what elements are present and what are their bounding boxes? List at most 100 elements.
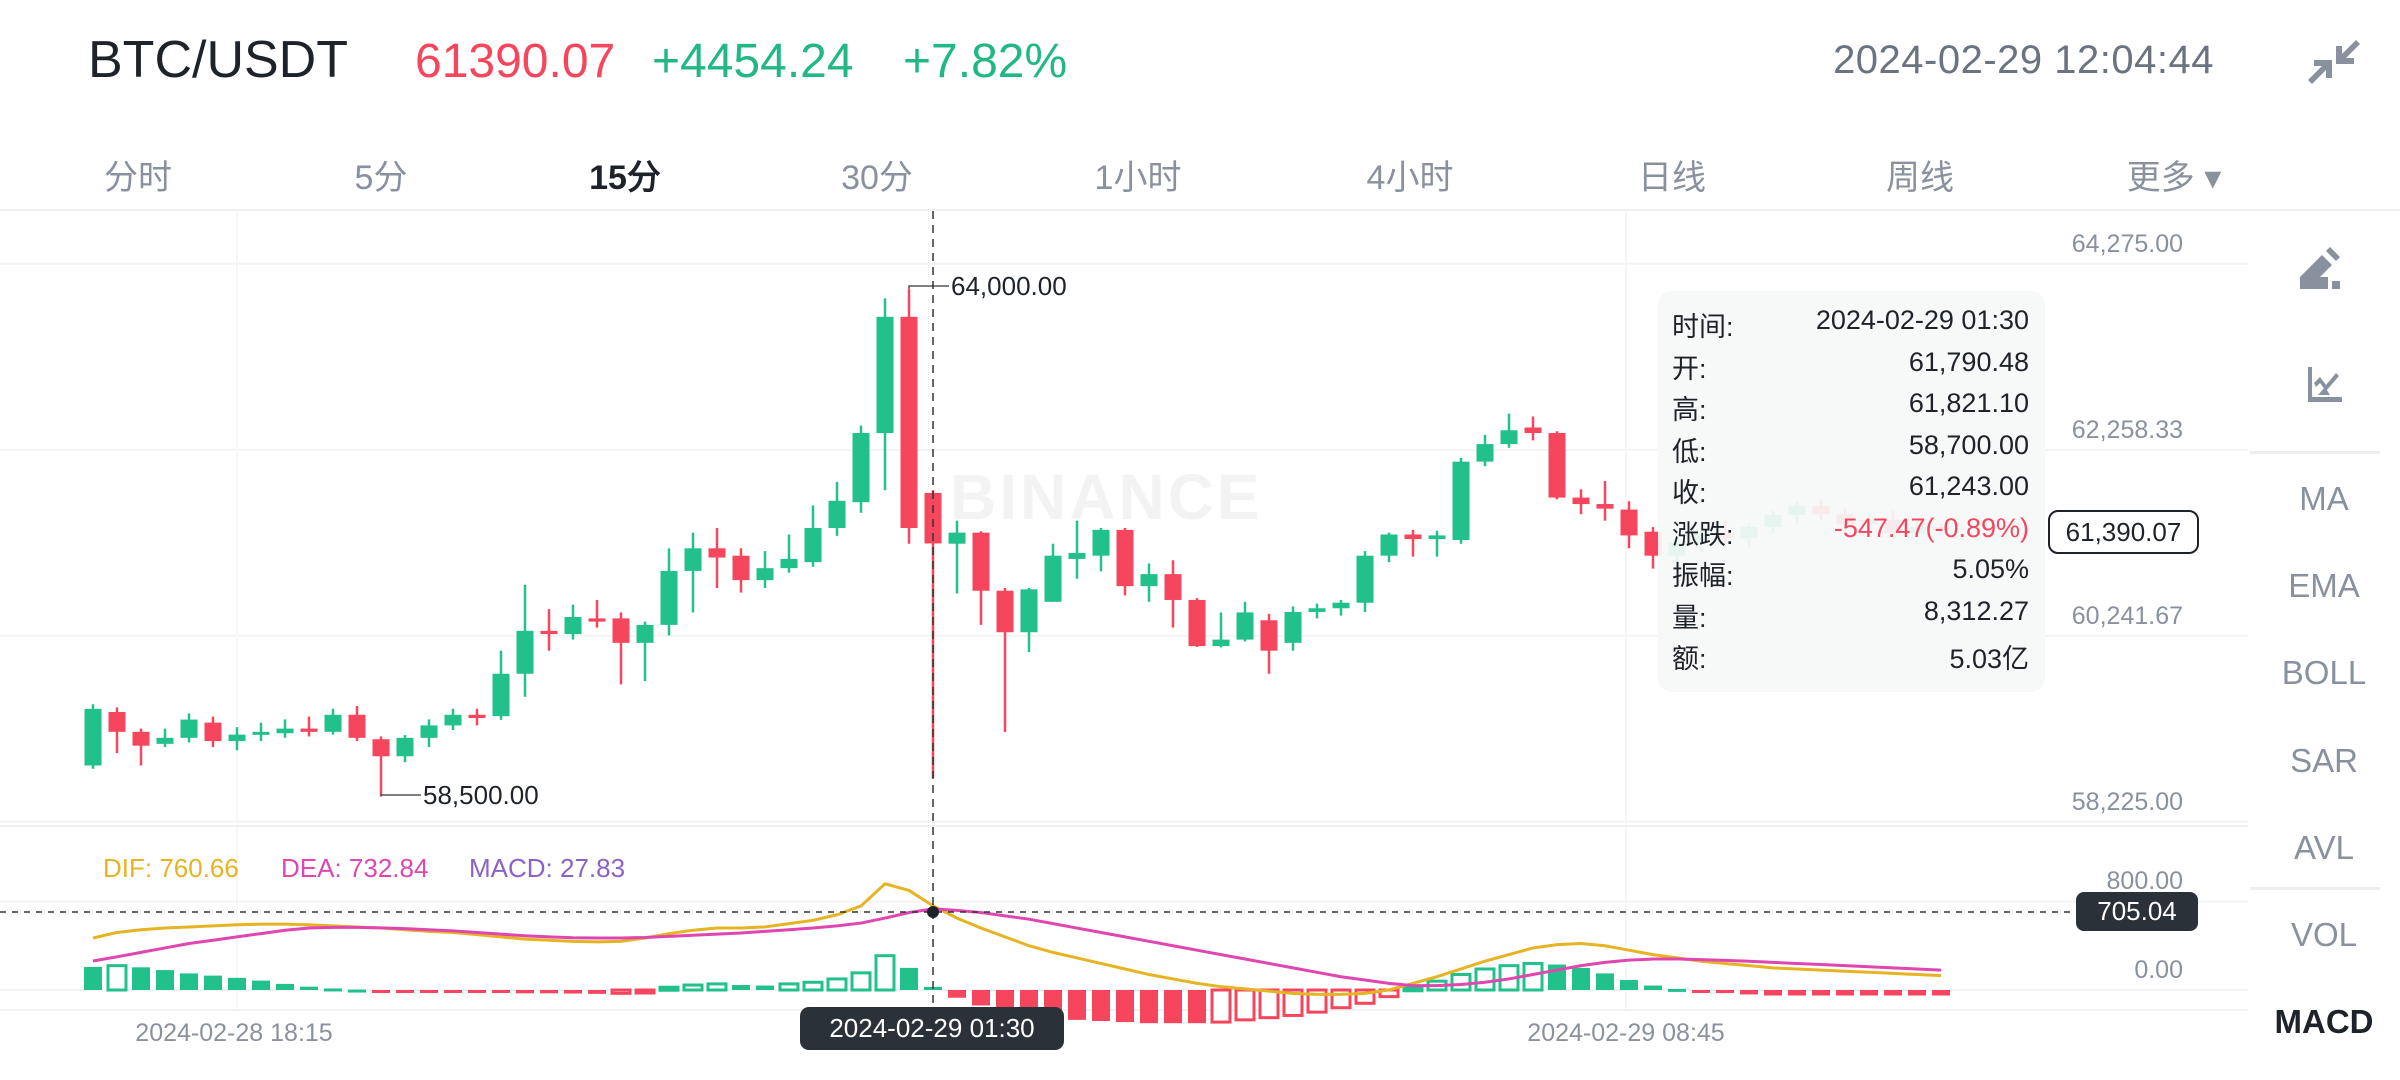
candle[interactable] (420, 719, 438, 748)
candle[interactable] (804, 505, 822, 567)
tab-6[interactable]: 日线 (1638, 159, 1706, 197)
candle[interactable] (1332, 599, 1350, 616)
candle[interactable] (1284, 606, 1302, 651)
macd-histogram-bar (1932, 990, 1950, 996)
candle[interactable] (516, 584, 534, 697)
candle[interactable] (1620, 501, 1638, 549)
candle-body (708, 548, 726, 558)
candle[interactable] (1428, 530, 1446, 557)
candle-body (1452, 461, 1470, 541)
candle[interactable] (204, 716, 222, 748)
indicator-macd[interactable]: MACD (2274, 1003, 2374, 1040)
candle[interactable] (348, 706, 366, 742)
candle[interactable] (252, 722, 270, 742)
candle[interactable] (1500, 413, 1518, 448)
tab-5[interactable]: 4小时 (1366, 159, 1454, 197)
candle[interactable] (324, 708, 342, 735)
candle[interactable] (108, 707, 126, 754)
candle[interactable] (1452, 457, 1470, 544)
candle[interactable] (540, 609, 558, 651)
candle-body (1404, 534, 1422, 540)
candle[interactable] (1212, 612, 1230, 648)
candle[interactable] (660, 548, 678, 636)
indicator-chart-icon[interactable] (2248, 365, 2400, 413)
candle[interactable] (1020, 587, 1038, 653)
time-axis-label: 2024-02-28 18:15 (135, 1019, 333, 1047)
candle[interactable] (564, 604, 582, 640)
macd-histogram-bar (1116, 990, 1134, 1023)
tab-1[interactable]: 5分 (354, 159, 408, 197)
candle[interactable] (684, 532, 702, 613)
indicator-ema[interactable]: EMA (2288, 567, 2360, 604)
candle[interactable] (828, 481, 846, 536)
candle[interactable] (852, 425, 870, 513)
candle[interactable] (228, 727, 246, 751)
candle[interactable] (612, 612, 630, 685)
candle[interactable] (84, 704, 102, 769)
macd-histogram-bar (348, 989, 366, 993)
candle[interactable] (1548, 431, 1566, 500)
candle[interactable] (1356, 551, 1374, 612)
tab-3[interactable]: 30分 (841, 159, 913, 197)
candle[interactable] (132, 728, 150, 766)
candle[interactable] (1188, 598, 1206, 647)
candle[interactable] (948, 520, 966, 594)
tab-0[interactable]: 分时 (104, 159, 172, 197)
candle[interactable] (636, 621, 654, 682)
candle[interactable] (396, 735, 414, 763)
candle[interactable] (468, 708, 486, 726)
candle[interactable] (276, 719, 294, 738)
indicator-boll[interactable]: BOLL (2281, 654, 2367, 691)
indicator-vol[interactable]: VOL (2290, 916, 2358, 953)
tab-7[interactable]: 周线 (1886, 159, 1954, 197)
candle[interactable] (588, 599, 606, 628)
candle[interactable] (1596, 480, 1614, 521)
macd-histogram-bar (1716, 990, 1734, 994)
indicator-sar[interactable]: SAR (2290, 742, 2358, 779)
macd-histogram-bar (132, 967, 150, 990)
candle[interactable] (1068, 520, 1086, 579)
candle[interactable] (756, 551, 774, 588)
candle[interactable] (1116, 528, 1134, 596)
candle[interactable] (876, 298, 894, 491)
candle[interactable] (1044, 543, 1062, 602)
tab-8[interactable]: 更多 ▾ (2126, 159, 2222, 197)
candle[interactable] (180, 713, 198, 743)
indicator-ma[interactable]: MA (2299, 480, 2349, 517)
candle[interactable] (900, 289, 918, 544)
collapse-arrows-icon[interactable] (2308, 36, 2360, 88)
candle[interactable] (1476, 434, 1494, 467)
candle[interactable] (1260, 613, 1278, 674)
candle[interactable] (156, 728, 174, 748)
candle[interactable] (1092, 528, 1110, 572)
candle[interactable] (1236, 601, 1254, 642)
candle[interactable] (996, 587, 1014, 732)
macd-histogram-bar (850, 971, 872, 992)
candle[interactable] (300, 716, 318, 737)
candle[interactable] (1308, 603, 1326, 619)
candle[interactable] (1572, 489, 1590, 515)
tab-4[interactable]: 1小时 (1094, 159, 1182, 197)
candle[interactable] (1140, 563, 1158, 602)
draw-pencil-icon[interactable] (2248, 245, 2400, 299)
candle[interactable] (732, 548, 750, 593)
candle[interactable] (1380, 532, 1398, 563)
crosshair-value-label: 705.04 (2076, 892, 2198, 931)
tab-2[interactable]: 15分 (589, 159, 661, 197)
candle-body (180, 719, 198, 738)
candle[interactable] (708, 528, 726, 588)
candle[interactable] (1164, 560, 1182, 628)
candle[interactable] (492, 650, 510, 720)
candle[interactable] (780, 534, 798, 573)
candle-body (996, 590, 1014, 633)
candle[interactable] (972, 531, 990, 625)
indicator-avl[interactable]: AVL (2294, 829, 2354, 866)
candle-body (1140, 574, 1158, 587)
candle[interactable] (372, 736, 390, 797)
candle[interactable] (1644, 527, 1662, 569)
candle[interactable] (1524, 416, 1542, 441)
candle[interactable] (444, 708, 462, 730)
candle[interactable] (1404, 529, 1422, 557)
macd-histogram-bar (826, 977, 848, 992)
